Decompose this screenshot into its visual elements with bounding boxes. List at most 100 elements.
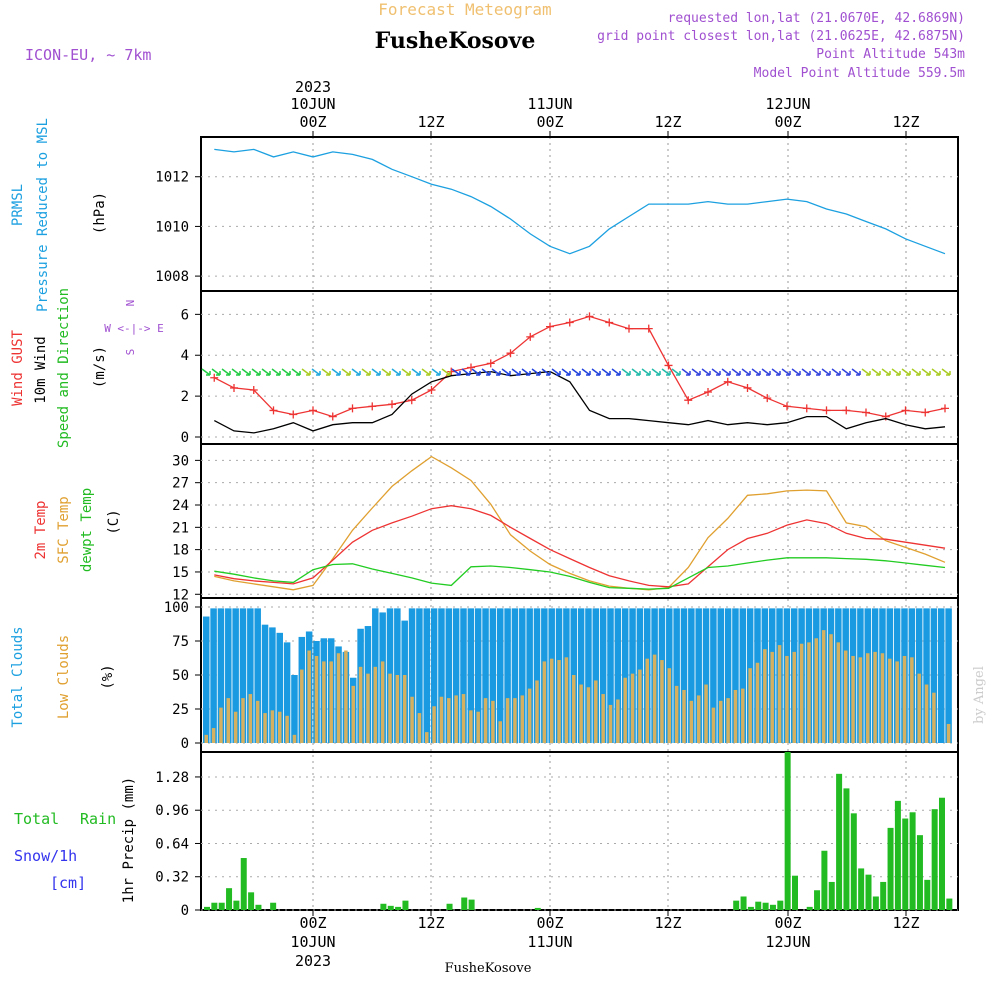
total-cloud-bar — [254, 608, 261, 743]
low-cloud-bar — [255, 700, 260, 743]
low-cloud-bar — [858, 657, 863, 743]
precip-label-total: Total — [14, 810, 59, 828]
temp-ytick-label: 12 — [172, 587, 189, 603]
low-cloud-bar — [513, 698, 517, 743]
gust-marker — [585, 312, 594, 321]
wind-ytick-label: 4 — [181, 348, 189, 364]
wind-direction-arrow — [941, 368, 951, 376]
low-cloud-bar — [417, 713, 422, 743]
low-cloud-bar — [667, 668, 672, 743]
wind-direction-arrow — [271, 368, 281, 376]
wind-direction-arrow — [601, 368, 611, 376]
top-year: 2023 — [295, 78, 331, 96]
compass-n: N — [124, 300, 137, 307]
wind-direction-arrow — [751, 368, 761, 376]
low-cloud-bar — [535, 680, 539, 743]
gust-marker — [328, 412, 337, 421]
total-cloud-bar — [614, 608, 622, 743]
bottom-time-2: 12Z — [417, 914, 444, 932]
watermark: by Angel — [972, 666, 987, 724]
temp-label-sfc: SFC Temp — [56, 496, 72, 563]
low-cloud-bar — [520, 695, 525, 743]
gust-marker — [605, 318, 614, 327]
wind-direction-arrow — [281, 368, 291, 376]
precip-bar — [784, 752, 791, 910]
precip-bar — [924, 879, 931, 910]
total-cloud-bar — [607, 608, 614, 743]
total-cloud-bar — [533, 608, 541, 743]
wind-direction-arrow — [291, 368, 301, 376]
precip-bar — [858, 868, 865, 910]
model-label: ICON-EU, ~ 7km — [25, 46, 151, 64]
wind-direction-arrow — [261, 368, 271, 376]
low-cloud-bar — [241, 698, 245, 743]
precip-ytick-label: 0.96 — [155, 803, 189, 819]
total-cloud-bar — [923, 608, 930, 743]
total-cloud-bar — [577, 608, 585, 743]
low-cloud-bar — [674, 685, 679, 743]
total-cloud-bar — [710, 608, 717, 743]
pressure-ytick-label: 1012 — [155, 170, 189, 186]
closest-coords: grid point closest lon,lat (21.0625E, 42… — [597, 29, 965, 44]
low-cloud-bar — [682, 689, 686, 743]
low-cloud-bar — [719, 700, 723, 743]
gust-marker — [862, 408, 870, 417]
low-cloud-bar — [696, 695, 701, 743]
low-cloud-bar — [711, 707, 716, 743]
low-cloud-bar — [608, 704, 613, 743]
location-title: FusheKosove — [375, 28, 536, 54]
gust-marker — [368, 402, 377, 411]
wind-direction-arrow — [471, 368, 481, 376]
gust-marker — [941, 404, 949, 413]
wind-direction-arrow — [851, 368, 861, 376]
temp-ytick-label: 30 — [172, 453, 189, 469]
low-cloud-bar — [843, 650, 848, 743]
low-cloud-bar — [204, 734, 208, 743]
total-cloud-bar — [511, 608, 519, 743]
precip-bar — [747, 906, 754, 910]
wind-direction-arrow — [401, 368, 411, 376]
top-time-6: 12Z — [892, 113, 919, 131]
wind-direction-arrow — [231, 368, 241, 376]
precip-label-cm: [cm] — [50, 874, 86, 892]
bottom-time-5: 00Z — [774, 914, 801, 932]
low-cloud-bar — [704, 684, 708, 743]
precip-bar — [733, 900, 740, 910]
precip-ytick-label: 1.28 — [155, 770, 189, 786]
low-cloud-bar — [594, 680, 598, 743]
wind-direction-arrow — [741, 368, 751, 376]
gust-marker — [704, 388, 712, 397]
low-cloud-bar — [344, 650, 348, 743]
gust-marker — [486, 359, 495, 368]
low-cloud-bar — [851, 655, 855, 743]
low-cloud-bar — [263, 713, 267, 743]
precip-bar — [534, 907, 541, 910]
low-cloud-bar — [623, 677, 627, 743]
pressure-ytick-label: 1010 — [155, 219, 189, 235]
clouds-ytick-label: 100 — [164, 600, 189, 616]
wind-direction-arrow — [481, 368, 491, 376]
low-cloud-bar — [601, 694, 605, 743]
low-cloud-bar — [829, 634, 833, 743]
total-cloud-bar — [717, 608, 724, 743]
precip-bar — [939, 797, 945, 910]
total-cloud-bar — [621, 608, 629, 743]
bottom-time-3: 00Z — [536, 914, 563, 932]
wind-direction-arrow — [251, 368, 261, 376]
top-date-3: 12JUN — [765, 95, 810, 113]
low-cloud-bar — [402, 675, 407, 743]
low-cloud-bar — [888, 658, 892, 743]
low-cloud-bar — [616, 699, 620, 743]
precip-bar — [755, 901, 762, 910]
wind-direction-arrow — [641, 368, 651, 376]
wind-direction-arrow — [931, 368, 941, 376]
wind-direction-arrow — [861, 368, 871, 376]
point-altitude: Point Altitude 543m — [816, 47, 965, 62]
total-cloud-bar — [423, 608, 430, 743]
gust-marker — [664, 361, 673, 370]
total-cloud-bar — [291, 675, 298, 743]
precip-bar — [909, 812, 916, 910]
total-cloud-bar — [408, 608, 416, 743]
total-cloud-bar — [416, 608, 423, 743]
low-cloud-bar — [932, 692, 936, 743]
